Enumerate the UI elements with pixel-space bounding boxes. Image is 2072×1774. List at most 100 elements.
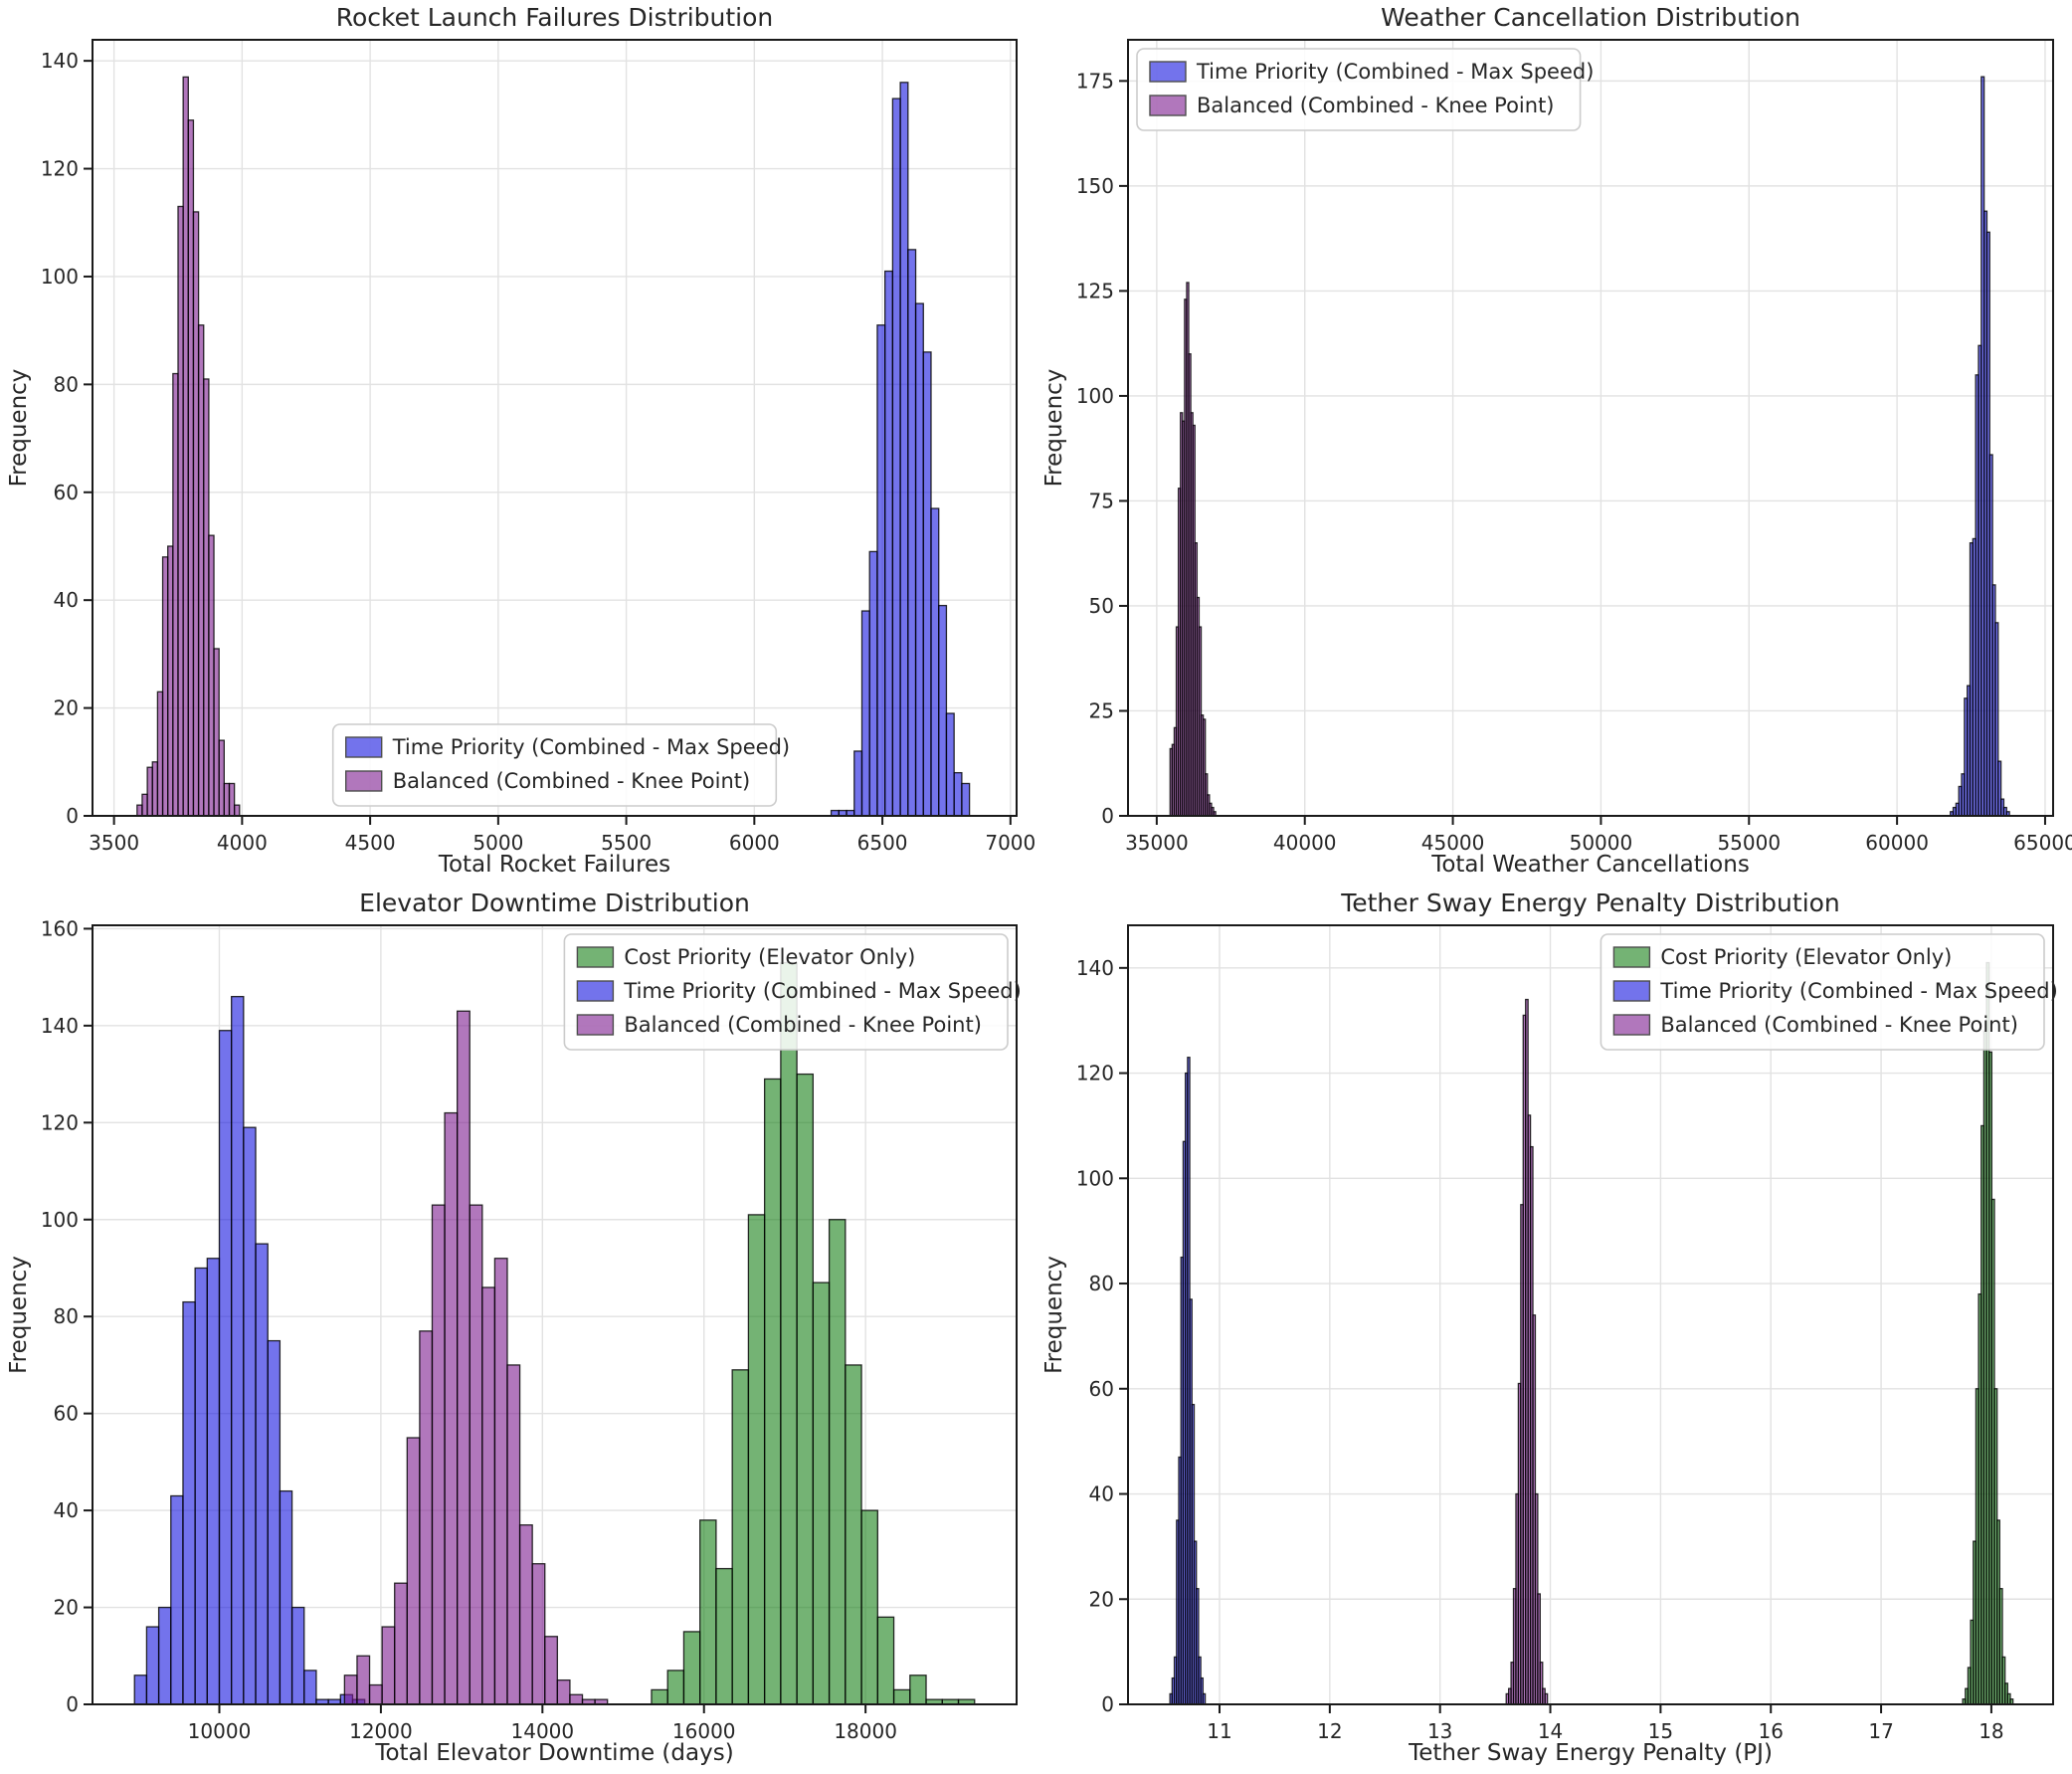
- legend-box: [563, 933, 1009, 1051]
- legend-box: [331, 723, 778, 807]
- histogram-bar: [177, 205, 184, 817]
- x-tick-label: 12: [1317, 1719, 1342, 1743]
- x-tick-label: 5500: [601, 831, 652, 855]
- x-tick-label: 35000: [1125, 831, 1189, 855]
- x-axis-label: Total Rocket Failures: [438, 852, 670, 878]
- y-tick-label: 60: [54, 481, 79, 504]
- histogram-bar: [208, 534, 215, 817]
- histogram-bar: [145, 1626, 160, 1705]
- histogram-bar: [290, 1606, 305, 1705]
- histogram-bar: [914, 302, 924, 817]
- chart-title: Elevator Downtime Distribution: [359, 888, 750, 917]
- y-tick-label: 150: [1076, 174, 1114, 198]
- y-tick-label: 120: [1076, 1062, 1114, 1085]
- histogram-bar: [156, 690, 164, 817]
- histogram-bar: [136, 804, 143, 817]
- y-tick-label: 0: [66, 1692, 79, 1716]
- legend-swatch: [345, 770, 383, 792]
- x-tick-label: 60000: [1865, 831, 1929, 855]
- x-axis-label: Total Elevator Downtime (days): [374, 1740, 733, 1766]
- histogram-bar: [182, 76, 189, 817]
- y-tick-label: 40: [54, 1498, 79, 1522]
- histogram-bar: [953, 771, 963, 817]
- subplot-elevator-downtime: 10000 12000 14000 16000 18000 0 20 40 60 80 100 120…: [0, 886, 1036, 1774]
- histogram-series: [133, 995, 366, 1705]
- histogram-bar: [945, 712, 955, 817]
- histogram-bar: [431, 1204, 446, 1705]
- x-axis-label: Tether Sway Energy Penalty (PJ): [1408, 1740, 1773, 1766]
- legend-label: Time Priority (Combined - Max Speed): [623, 979, 1021, 1003]
- legend-swatch: [1149, 95, 1187, 116]
- histogram-bar: [556, 1678, 571, 1705]
- x-tick-label: 65000: [2013, 831, 2072, 855]
- histogram-bar: [170, 1494, 184, 1705]
- x-tick-label: 50000: [1570, 831, 1633, 855]
- y-tick-label: 175: [1076, 69, 1114, 93]
- histogram-bar: [133, 1675, 148, 1705]
- x-tick-label: 10000: [188, 1719, 252, 1743]
- legend-label: Cost Priority (Elevator Only): [1660, 945, 1952, 969]
- axes-border: [92, 39, 1018, 817]
- histogram-bar: [218, 739, 225, 817]
- y-tick-label: 140: [41, 49, 79, 73]
- x-tick-label: 16000: [672, 1719, 736, 1743]
- histogram-bar: [922, 351, 932, 817]
- histogram-series: [1950, 76, 2010, 817]
- histogram-bar: [763, 1078, 782, 1705]
- histogram-bar: [682, 1631, 701, 1705]
- histogram-bar: [481, 1286, 496, 1705]
- x-axis-label: Total Weather Cancellations: [1430, 852, 1750, 878]
- histogram-bar: [381, 1626, 396, 1705]
- histogram-bar: [780, 961, 798, 1705]
- legend-label: Balanced (Combined - Knee Point): [1660, 1013, 2018, 1037]
- y-tick-label: 60: [54, 1402, 79, 1426]
- axes-border: [92, 924, 1018, 1705]
- histogram-bar: [747, 1214, 766, 1705]
- x-tick-label: 17: [1868, 1719, 1893, 1743]
- histogram-bar: [569, 1693, 584, 1705]
- x-tick-label: 16: [1759, 1719, 1784, 1743]
- histogram-bar: [157, 1606, 172, 1705]
- legend-swatch: [1612, 946, 1651, 968]
- y-tick-label: 140: [41, 1014, 79, 1038]
- histogram-series: [651, 961, 976, 1705]
- x-tick-label: 14: [1538, 1719, 1563, 1743]
- histogram-bar: [715, 1567, 733, 1705]
- histogram-bar: [419, 1330, 434, 1705]
- histogram-bar: [796, 1073, 815, 1705]
- legend-swatch: [576, 1014, 615, 1036]
- tether-sway-energy-penalty-chart: 11 12 13 14 15 16 17 18 0 20 40 60 80 100 120 140 Tether…: [1036, 886, 2072, 1774]
- histogram-bar: [812, 1281, 831, 1705]
- y-tick-label: 25: [1089, 698, 1114, 722]
- axes-border: [1127, 924, 2054, 1705]
- y-tick-label: 80: [54, 372, 79, 396]
- histogram-bar: [231, 995, 245, 1705]
- histogram-bar: [172, 372, 179, 817]
- histogram-bar: [303, 1670, 317, 1705]
- x-tick-label: 13: [1427, 1719, 1452, 1743]
- y-tick-label: 0: [1101, 804, 1114, 828]
- legend-label: Time Priority (Combined - Max Speed): [392, 735, 790, 759]
- legend-swatch: [576, 980, 615, 1002]
- legend-label: Time Priority (Combined - Max Speed): [1659, 979, 2057, 1003]
- legend-swatch: [576, 946, 615, 968]
- histogram-bar: [891, 98, 901, 817]
- y-axis-label: Frequency: [6, 369, 32, 488]
- x-tick-label: 6500: [857, 831, 908, 855]
- weather-cancellation-chart: 35000 40000 45000 50000 55000 60000 65000 0 25 50…: [1036, 0, 2072, 886]
- x-tick-label: 4500: [345, 831, 396, 855]
- histogram-bar: [469, 1204, 483, 1705]
- histogram-series: [343, 1010, 609, 1705]
- histogram-bar: [141, 793, 148, 817]
- histogram-bar: [203, 378, 210, 817]
- legend: Cost Priority (Elevator Only) Time Priori…: [1600, 933, 2058, 1051]
- subplot-rocket-launch-failures: 3500 4000 4500 5000 5500 6000 6500 7000 0 20 40 60 8…: [0, 0, 1036, 886]
- histogram-bar: [651, 1688, 668, 1705]
- x-tick-label: 14000: [511, 1719, 575, 1743]
- y-axis-label: Frequency: [6, 1256, 32, 1374]
- legend-box: [1136, 48, 1582, 131]
- y-axis-label: Frequency: [1041, 369, 1067, 488]
- histogram-series: [1169, 282, 1217, 817]
- histogram-bar: [267, 1339, 282, 1705]
- subplot-weather-cancellation: 35000 40000 45000 50000 55000 60000 65000 0 25 50…: [1036, 0, 2072, 886]
